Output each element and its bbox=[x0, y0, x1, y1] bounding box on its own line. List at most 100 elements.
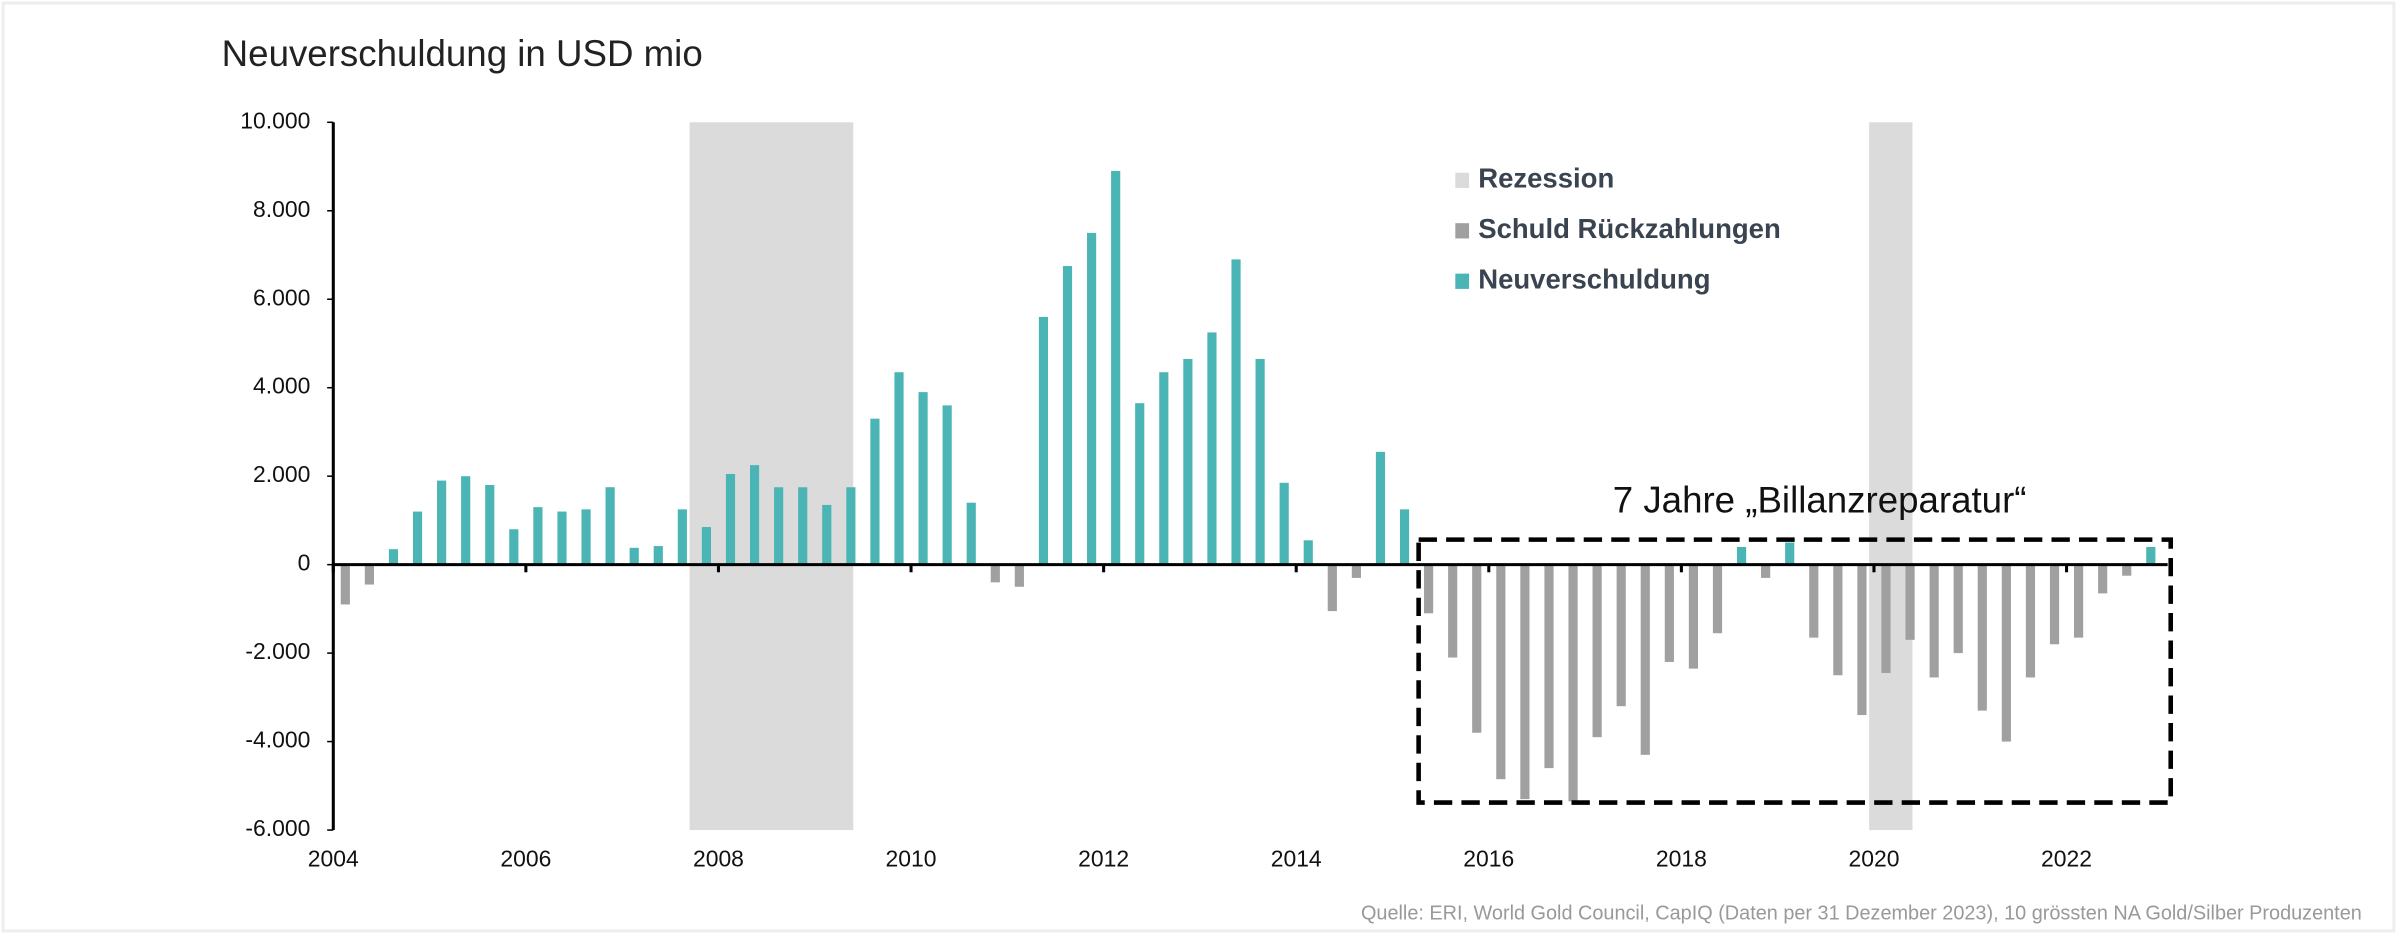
bar bbox=[629, 547, 639, 565]
bar bbox=[1664, 564, 1674, 662]
bar bbox=[1977, 564, 1987, 711]
source: Quelle: ERI, World Gold Council, CapIQ (… bbox=[1361, 902, 2362, 924]
bar bbox=[1375, 451, 1386, 565]
bar bbox=[412, 511, 423, 565]
bar bbox=[1761, 564, 1771, 578]
bar bbox=[1327, 564, 1337, 612]
x-tick-label: 2012 bbox=[1078, 846, 1129, 872]
bar bbox=[1568, 564, 1578, 802]
bar bbox=[605, 487, 615, 565]
x-tick-label: 2018 bbox=[1656, 846, 1707, 872]
bar bbox=[918, 392, 928, 565]
bar bbox=[340, 564, 350, 605]
bar bbox=[870, 418, 880, 565]
bar bbox=[1279, 482, 1289, 565]
bar bbox=[1303, 540, 1313, 565]
bar bbox=[990, 564, 1000, 583]
y-tick-label: 8.000 bbox=[253, 196, 310, 222]
bar bbox=[1472, 564, 1482, 733]
bar bbox=[1905, 564, 1915, 640]
bar bbox=[2074, 564, 2084, 638]
bar bbox=[774, 487, 784, 565]
bar bbox=[509, 529, 519, 565]
x-tick-label: 2022 bbox=[2041, 846, 2092, 872]
bar bbox=[942, 405, 952, 565]
bar bbox=[1207, 332, 1217, 565]
bar bbox=[2025, 564, 2036, 678]
bar bbox=[388, 549, 399, 565]
bar bbox=[2146, 546, 2156, 565]
y-tick-label: -6.000 bbox=[245, 815, 310, 841]
y-tick-label: 10.000 bbox=[240, 107, 310, 133]
bar bbox=[1062, 266, 1073, 565]
bar bbox=[1496, 564, 1506, 780]
legend-label: Neuverschuldung bbox=[1478, 264, 1710, 295]
bar bbox=[1135, 403, 1145, 565]
bar bbox=[1087, 232, 1097, 565]
bar bbox=[581, 509, 591, 565]
legend-swatch bbox=[1455, 273, 1470, 289]
bar bbox=[1953, 564, 1963, 654]
bar bbox=[1736, 546, 1747, 565]
bar bbox=[1688, 564, 1699, 669]
recession bbox=[1869, 122, 1913, 831]
plot: -6.000 -4.000 -2.000 0 2.000 4.000 6.000 8.000 1… bbox=[240, 107, 2168, 872]
bar bbox=[701, 527, 712, 565]
x-tick-label: 2014 bbox=[1271, 846, 1322, 872]
bar bbox=[437, 480, 447, 565]
bar bbox=[1592, 564, 1602, 738]
bar bbox=[1712, 564, 1723, 634]
bar bbox=[1111, 170, 1121, 565]
bar bbox=[677, 509, 687, 565]
bar bbox=[1038, 316, 1049, 565]
bar bbox=[725, 473, 736, 565]
bar bbox=[1424, 564, 1434, 614]
bar bbox=[2098, 564, 2108, 594]
y-tick-label: 2.000 bbox=[253, 461, 310, 487]
y-tick-label: 4.000 bbox=[253, 373, 310, 399]
x-tick-label: 2016 bbox=[1463, 846, 1514, 872]
recession bbox=[689, 122, 854, 831]
x-tick-label: 2010 bbox=[886, 846, 937, 872]
bar bbox=[2122, 564, 2132, 576]
bar bbox=[557, 511, 567, 565]
bar bbox=[2049, 564, 2060, 645]
bar bbox=[966, 502, 976, 565]
bar bbox=[1183, 358, 1193, 565]
bar bbox=[1881, 564, 1891, 674]
bar bbox=[1544, 564, 1554, 769]
bar bbox=[1255, 358, 1265, 565]
bar bbox=[1616, 564, 1626, 707]
bar bbox=[1520, 564, 1530, 800]
legend-label: Schuld Rückzahlungen bbox=[1478, 213, 1781, 244]
legend-swatch bbox=[1455, 172, 1470, 189]
bar bbox=[1448, 564, 1458, 658]
x-tick-label: 2004 bbox=[308, 846, 359, 872]
bar bbox=[1351, 564, 1361, 578]
bar bbox=[485, 485, 495, 565]
bar bbox=[1833, 564, 1843, 676]
bar bbox=[461, 476, 471, 565]
bar bbox=[1399, 509, 1410, 565]
annotation: 7 Jahre „Billanzreparatur“ bbox=[1613, 480, 2027, 521]
x-tick-label: 2006 bbox=[500, 846, 551, 872]
y-tick-label: -2.000 bbox=[245, 638, 310, 664]
bar bbox=[1014, 564, 1024, 587]
x-tick-label: 2008 bbox=[693, 846, 744, 872]
bar bbox=[822, 504, 832, 565]
bar bbox=[1929, 564, 1939, 678]
bar bbox=[1231, 259, 1241, 565]
bar bbox=[1785, 542, 1795, 565]
bar bbox=[846, 487, 856, 565]
bar bbox=[653, 546, 663, 565]
bar bbox=[2001, 564, 2011, 742]
bar bbox=[798, 487, 808, 565]
x-tick-label: 2020 bbox=[1848, 846, 1899, 872]
bar bbox=[1809, 564, 1819, 638]
y-tick-label: 0 bbox=[298, 550, 311, 576]
y-tick-label: -4.000 bbox=[245, 727, 310, 753]
bar bbox=[1640, 564, 1650, 755]
bar bbox=[894, 372, 904, 565]
